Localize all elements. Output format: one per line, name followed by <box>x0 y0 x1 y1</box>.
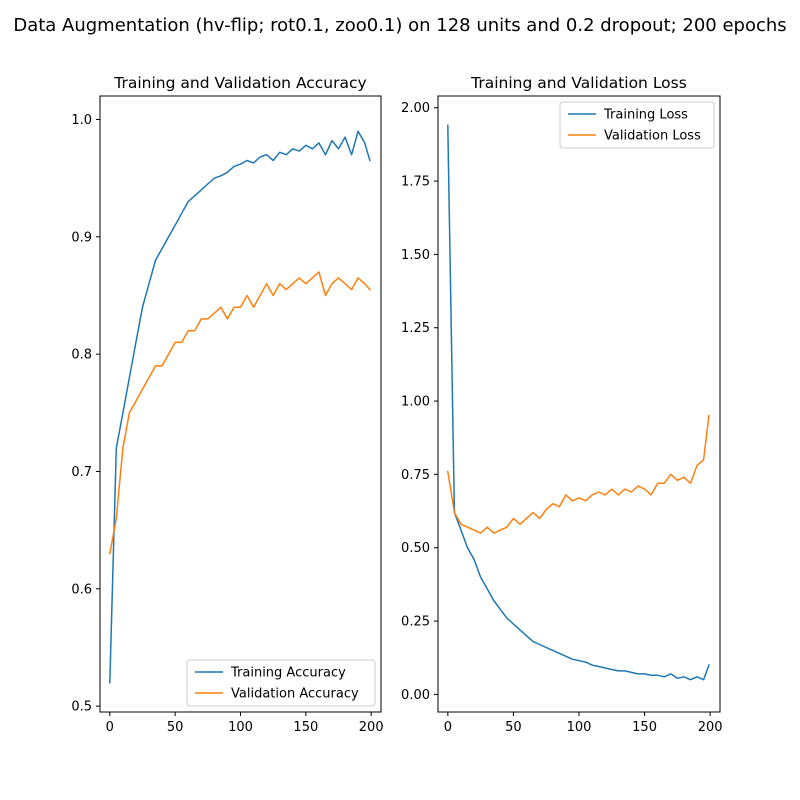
loss-axes-frame <box>437 95 721 713</box>
accuracy-series-line-0 <box>109 130 371 684</box>
loss-chart-title: Training and Validation Loss <box>470 74 687 92</box>
loss-legend-label-1: Validation Loss <box>604 129 701 144</box>
accuracy-y-tick-label: 1.0 <box>71 113 92 128</box>
loss-chart: Training and Validation Loss 0 50 100 150 200… <box>401 74 723 735</box>
accuracy-x-tick-label: 0 <box>106 720 114 735</box>
loss-legend: Training Loss Validation Loss <box>559 101 715 149</box>
accuracy-x-tick-label: 200 <box>359 720 384 735</box>
loss-y-tick-label: 1.00 <box>401 395 430 410</box>
accuracy-y-tick-label: 0.6 <box>71 582 92 597</box>
loss-legend-label-0: Training Loss <box>603 108 688 123</box>
accuracy-x-tick-label: 50 <box>167 720 184 735</box>
loss-y-tick-label: 1.75 <box>401 175 430 190</box>
loss-y-tick-label: 1.25 <box>401 321 430 336</box>
accuracy-y-tick-label: 0.8 <box>71 348 92 363</box>
loss-y-tick-label: 0.25 <box>401 615 430 630</box>
loss-y-tick-label: 2.00 <box>401 101 430 116</box>
loss-series-line-1 <box>446 414 710 534</box>
accuracy-chart-title: Training and Validation Accuracy <box>113 74 366 92</box>
loss-x-tick-label: 100 <box>567 720 592 735</box>
loss-legend-box <box>559 101 715 149</box>
accuracy-legend: Training Accuracy Validation Accuracy <box>186 659 376 707</box>
accuracy-y-tick-label: 0.7 <box>71 465 92 480</box>
loss-x-tick-label: 50 <box>505 720 522 735</box>
loss-y-tick-label: 0.50 <box>401 541 430 556</box>
accuracy-axes-frame <box>99 95 382 713</box>
accuracy-series-line-1 <box>108 271 371 555</box>
loss-x-tick-label: 150 <box>632 720 657 735</box>
accuracy-y-tick-label: 0.9 <box>71 230 92 245</box>
figure-suptitle: Data Augmentation (hv-flip; rot0.1, zoo0… <box>13 15 786 36</box>
loss-series-line-0 <box>447 124 710 681</box>
accuracy-x-tick-label: 100 <box>228 720 253 735</box>
accuracy-chart: Training and Validation Accuracy 0 50 100 15… <box>71 74 383 735</box>
accuracy-legend-label-1: Validation Accuracy <box>231 687 359 702</box>
loss-y-tick-label: 0.75 <box>401 468 430 483</box>
loss-x-tick-label: 0 <box>444 720 452 735</box>
loss-x-tick-label: 200 <box>698 720 723 735</box>
accuracy-y-tick-label: 0.5 <box>71 700 92 715</box>
loss-y-tick-label: 1.50 <box>401 248 430 263</box>
accuracy-legend-box <box>186 659 376 707</box>
loss-y-tick-label: 0.00 <box>401 688 430 703</box>
accuracy-x-tick-label: 150 <box>293 720 318 735</box>
accuracy-legend-label-0: Training Accuracy <box>230 666 346 681</box>
